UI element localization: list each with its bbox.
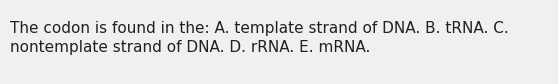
Text: The codon is found in the: A. template strand of DNA. B. tRNA. C.
nontemplate st: The codon is found in the: A. template s… — [10, 21, 509, 55]
